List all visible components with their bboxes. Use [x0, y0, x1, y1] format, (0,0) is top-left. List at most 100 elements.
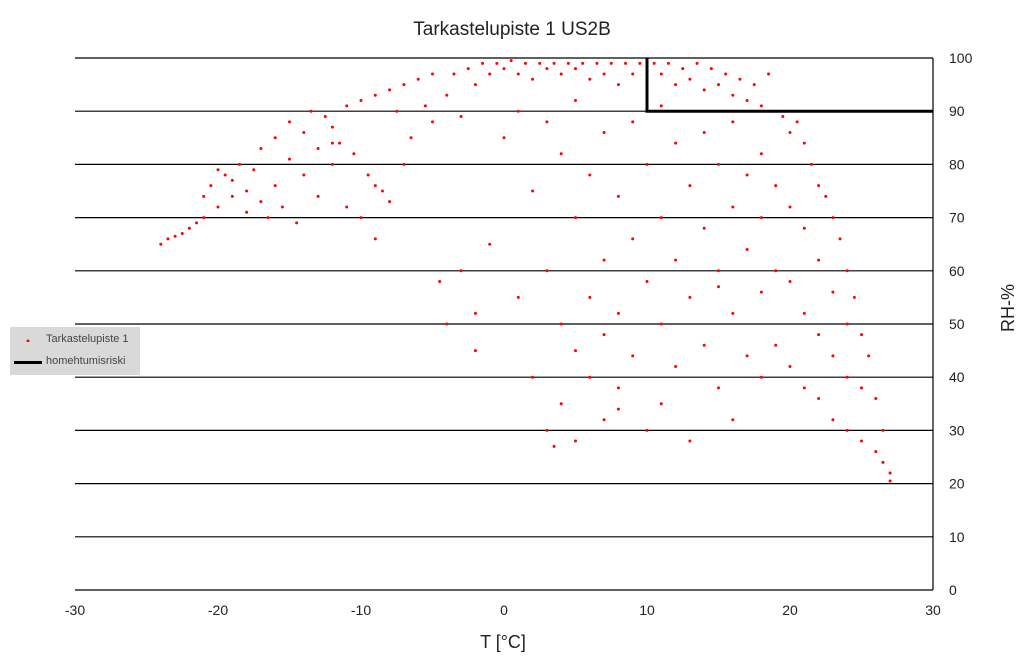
data-point-89	[574, 67, 577, 71]
data-point-66	[488, 242, 492, 246]
data-point-170	[788, 205, 792, 209]
data-point-0	[159, 242, 163, 246]
data-point-146	[724, 72, 728, 76]
data-point-109	[616, 386, 620, 390]
data-point-64	[481, 61, 485, 65]
data-point-188	[838, 237, 842, 241]
y-tick-labels: 0 10 20 30 40 50 60 70 80 90 100	[949, 50, 973, 598]
data-point-175	[802, 226, 806, 230]
data-point-177	[802, 386, 806, 390]
data-point-61	[466, 67, 470, 71]
data-point-40	[359, 216, 363, 220]
data-point-84	[559, 72, 563, 76]
data-point-32	[323, 115, 327, 119]
data-point-28	[302, 130, 306, 134]
data-points	[159, 59, 892, 483]
data-point-123	[659, 216, 663, 220]
data-point-191	[845, 375, 849, 379]
data-point-182	[817, 396, 821, 400]
data-point-147	[731, 93, 735, 97]
data-point-103	[602, 333, 606, 337]
data-point-52	[423, 104, 427, 108]
data-point-187	[831, 418, 835, 422]
data-point-68	[502, 67, 506, 71]
data-point-122	[659, 104, 663, 108]
data-point-69	[502, 136, 506, 140]
data-point-82	[545, 428, 549, 432]
data-point-73	[516, 295, 520, 299]
data-point-192	[845, 428, 849, 432]
data-point-160	[759, 216, 763, 220]
data-point-150	[731, 311, 735, 315]
data-point-105	[609, 61, 613, 65]
data-point-13	[230, 194, 234, 198]
data-point-90	[574, 99, 577, 103]
data-point-86	[559, 322, 563, 326]
data-point-45	[388, 88, 392, 92]
data-point-142	[717, 83, 720, 87]
data-point-29	[309, 109, 313, 113]
data-point-193	[852, 295, 856, 299]
data-point-39	[359, 99, 363, 103]
data-point-151	[731, 418, 735, 422]
data-point-130	[674, 365, 678, 369]
series-line-1	[645, 58, 933, 113]
y-axis-label: RH-%	[998, 284, 1018, 332]
data-point-124	[659, 322, 663, 326]
data-point-154	[745, 173, 749, 177]
data-point-98	[588, 375, 592, 379]
data-point-202	[888, 471, 892, 475]
risk-lines	[645, 58, 933, 113]
data-point-133	[688, 184, 692, 188]
data-point-59	[459, 269, 463, 273]
x-tick-label--20: -20	[208, 602, 228, 618]
data-point-67	[495, 61, 499, 65]
data-point-199	[874, 450, 878, 454]
data-point-43	[373, 184, 377, 188]
data-point-129	[674, 258, 678, 262]
data-point-42	[373, 93, 377, 97]
data-point-195	[860, 386, 863, 390]
data-point-139	[702, 226, 706, 230]
y-tick-label-20: 20	[949, 476, 965, 492]
x-axis-label: T [°C]	[480, 632, 526, 652]
data-point-169	[788, 130, 792, 134]
data-point-115	[638, 61, 642, 65]
data-point-96	[588, 173, 592, 177]
data-point-19	[259, 146, 263, 150]
data-point-203	[888, 479, 892, 483]
data-point-176	[802, 311, 806, 315]
y-tick-label-30: 30	[949, 422, 965, 438]
data-point-18	[259, 200, 263, 204]
y-tick-label-10: 10	[949, 529, 965, 545]
data-point-92	[574, 349, 577, 353]
legend-item-line: homehtumisriski	[10, 352, 140, 372]
data-point-157	[752, 83, 756, 87]
data-point-197	[867, 354, 871, 358]
data-point-88	[566, 61, 570, 65]
data-point-156	[745, 354, 749, 358]
y-tick-label-50: 50	[949, 316, 965, 332]
data-point-77	[531, 375, 535, 379]
data-point-85	[559, 152, 563, 156]
legend: Tarkastelupiste 1 homehtumisriski	[10, 327, 140, 375]
data-point-127	[674, 83, 678, 87]
data-point-120	[652, 61, 656, 65]
data-point-72	[516, 109, 520, 113]
data-point-113	[631, 237, 635, 241]
data-point-173	[795, 120, 799, 124]
data-point-27	[302, 173, 306, 177]
x-tick-label--10: -10	[351, 602, 371, 618]
data-point-54	[431, 72, 434, 76]
data-point-80	[545, 120, 549, 124]
x-tick-label-30: 30	[925, 602, 941, 618]
data-point-111	[631, 72, 635, 76]
legend-label-line: homehtumisriski	[46, 355, 126, 367]
data-point-206	[473, 311, 477, 315]
x-tick-label--30: -30	[65, 602, 85, 618]
chart-title: Tarkastelupiste 1 US2B	[413, 19, 611, 40]
data-point-30	[316, 194, 320, 198]
data-point-198	[874, 396, 878, 400]
data-point-163	[767, 72, 771, 76]
data-point-144	[717, 269, 720, 273]
